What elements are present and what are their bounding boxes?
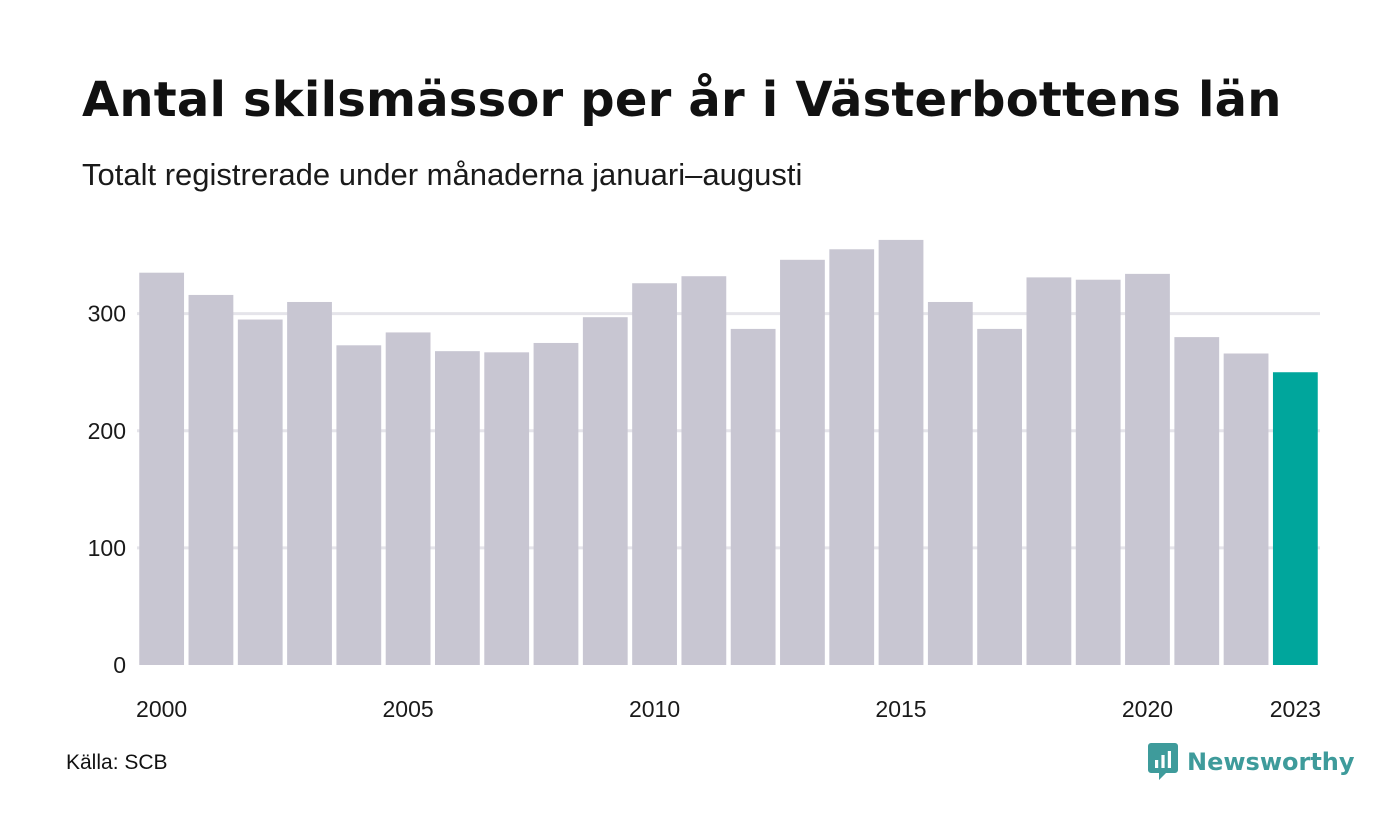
bar-2010 bbox=[632, 283, 677, 665]
x-tick-label: 2005 bbox=[383, 696, 434, 722]
bar-2006 bbox=[435, 351, 480, 665]
x-tick-label: 2010 bbox=[629, 696, 680, 722]
bar-2005 bbox=[385, 332, 431, 665]
y-tick-label: 200 bbox=[88, 418, 126, 444]
gridlines bbox=[137, 312, 1320, 550]
bar-2014 bbox=[829, 249, 875, 666]
bar-2020 bbox=[1125, 273, 1170, 665]
bar-2007 bbox=[484, 352, 530, 665]
y-tick-label: 100 bbox=[88, 535, 126, 561]
y-tick-label: 0 bbox=[113, 652, 126, 678]
bar-2019 bbox=[1075, 279, 1121, 665]
y-tick-label: 300 bbox=[88, 301, 126, 327]
bar-2021 bbox=[1174, 337, 1220, 665]
brand-name: Newsworthy bbox=[1187, 748, 1355, 776]
x-tick-label: 2023 bbox=[1270, 696, 1321, 722]
bar-2022 bbox=[1223, 353, 1269, 665]
bars bbox=[139, 239, 1318, 666]
bar-2012 bbox=[730, 328, 776, 665]
bar-2004 bbox=[336, 345, 382, 665]
bar-2018 bbox=[1026, 277, 1072, 665]
bar-2009 bbox=[582, 317, 628, 665]
bar-2003 bbox=[287, 301, 332, 665]
x-tick-label: 2000 bbox=[136, 696, 187, 722]
bar-2013 bbox=[780, 259, 825, 665]
x-axis: 2000 2005 2010 2015 2020 2023 bbox=[136, 696, 1321, 722]
bar-2017 bbox=[977, 328, 1022, 665]
newsworthy-logo-icon bbox=[1148, 743, 1178, 780]
bar-2016 bbox=[927, 301, 973, 665]
bar-2011 bbox=[681, 276, 727, 665]
y-axis: 0 100 200 300 bbox=[88, 301, 126, 678]
brand-logo: Newsworthy bbox=[1148, 742, 1355, 782]
bar-2002 bbox=[237, 319, 283, 665]
x-tick-label: 2020 bbox=[1122, 696, 1173, 722]
bar-2023 bbox=[1272, 372, 1318, 665]
x-tick-label: 2015 bbox=[875, 696, 926, 722]
chart-title: Antal skilsmässor per år i Västerbottens… bbox=[82, 72, 1282, 128]
bar-2008 bbox=[533, 342, 579, 665]
chart-subtitle: Totalt registrerade under månaderna janu… bbox=[82, 157, 803, 192]
source-note: Källa: SCB bbox=[66, 751, 168, 774]
bar-2000 bbox=[139, 272, 185, 665]
bar-2001 bbox=[188, 294, 234, 665]
bar-2015 bbox=[878, 239, 924, 665]
